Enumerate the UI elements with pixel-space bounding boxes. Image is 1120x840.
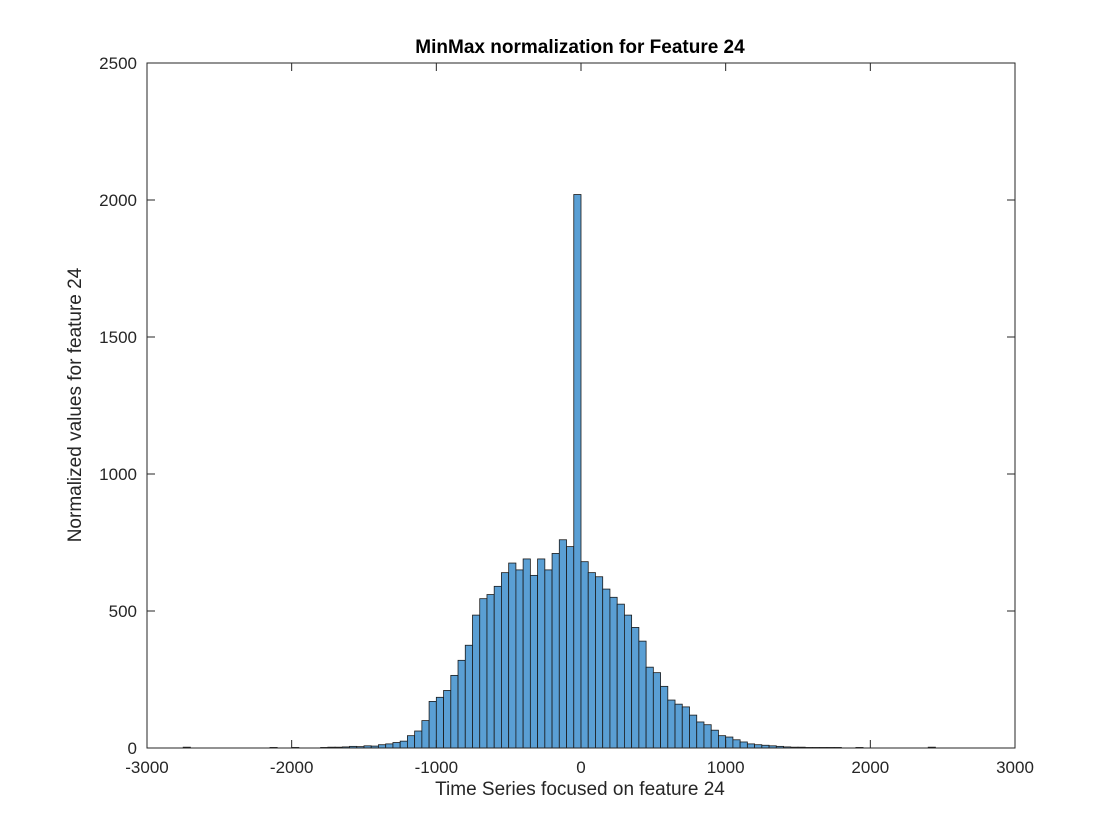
histogram-bar [616,603,625,749]
histogram-bar [529,574,538,749]
histogram-bar [573,194,582,749]
histogram-bar [414,730,423,749]
histogram-bar [551,553,560,749]
y-tick-label: 1000 [99,465,137,484]
histogram-bar [428,701,437,749]
histogram-bar [566,546,575,749]
y-tick-label: 2500 [99,54,137,73]
histogram-bar [602,588,611,749]
chart-title: MinMax normalization for Feature 24 [415,37,745,58]
histogram-bar [638,640,647,749]
y-tick-label: 1500 [99,328,137,347]
histogram-bar [493,585,502,749]
histogram-bar [399,740,408,749]
histogram-bar [406,735,416,749]
histogram-bar [674,703,683,749]
histogram-bar [689,714,698,749]
histogram-bar [508,562,517,749]
histogram-bar [392,742,401,749]
histogram-bar [660,685,669,749]
histogram-bar [739,741,748,749]
x-tick-label: 2000 [851,758,889,777]
histogram-bar [580,561,589,749]
histogram-bar [595,576,604,749]
histogram-bar [696,721,705,749]
x-axis-label: Time Series focused on feature 24 [435,779,725,800]
x-tick-label: -1000 [415,758,458,777]
histogram-bar [609,596,618,749]
histogram-bar [472,614,481,749]
x-tick-label: 1000 [707,758,745,777]
histogram-bar [501,572,510,749]
histogram-bar [645,666,654,749]
histogram-bar [631,627,640,749]
histogram-bar [421,720,430,749]
y-tick-label: 2000 [99,191,137,210]
histogram-bar [385,743,394,749]
histogram-bar [537,558,546,749]
y-axis-label: Normalized values for feature 24 [65,267,86,542]
histogram-bar [544,569,553,749]
histogram-bar [450,674,459,749]
histogram-bar [457,659,466,749]
histogram-bar [587,572,596,749]
histogram-bar [667,699,676,749]
histogram-bar [464,644,473,749]
histogram-bar [652,672,661,749]
x-tick-label: 0 [576,758,585,777]
y-tick-label: 500 [109,602,137,621]
ticks-layer: -3000 -2000 -1000 0 1000 2000 3000 0 500 1000 1500… [99,54,1034,777]
histogram-bar [746,743,755,749]
histogram-bar [681,706,690,749]
histogram-bar [486,594,495,749]
histogram-bar [624,614,633,749]
x-tick-label: -3000 [125,758,168,777]
histogram-bar [703,724,712,749]
histogram-bar [522,558,531,749]
histogram-bar [558,539,567,749]
histogram-bar [732,739,741,749]
histogram-bar [718,735,727,749]
histogram-bar [435,696,444,749]
histogram-bar [443,690,452,749]
histogram-bar [710,729,719,749]
x-tick-label: 3000 [996,758,1034,777]
y-tick-label: 0 [128,739,137,758]
histogram-bar [479,598,488,749]
x-tick-label: -2000 [270,758,313,777]
histogram-bar [515,569,524,749]
histogram-bar [725,736,734,749]
